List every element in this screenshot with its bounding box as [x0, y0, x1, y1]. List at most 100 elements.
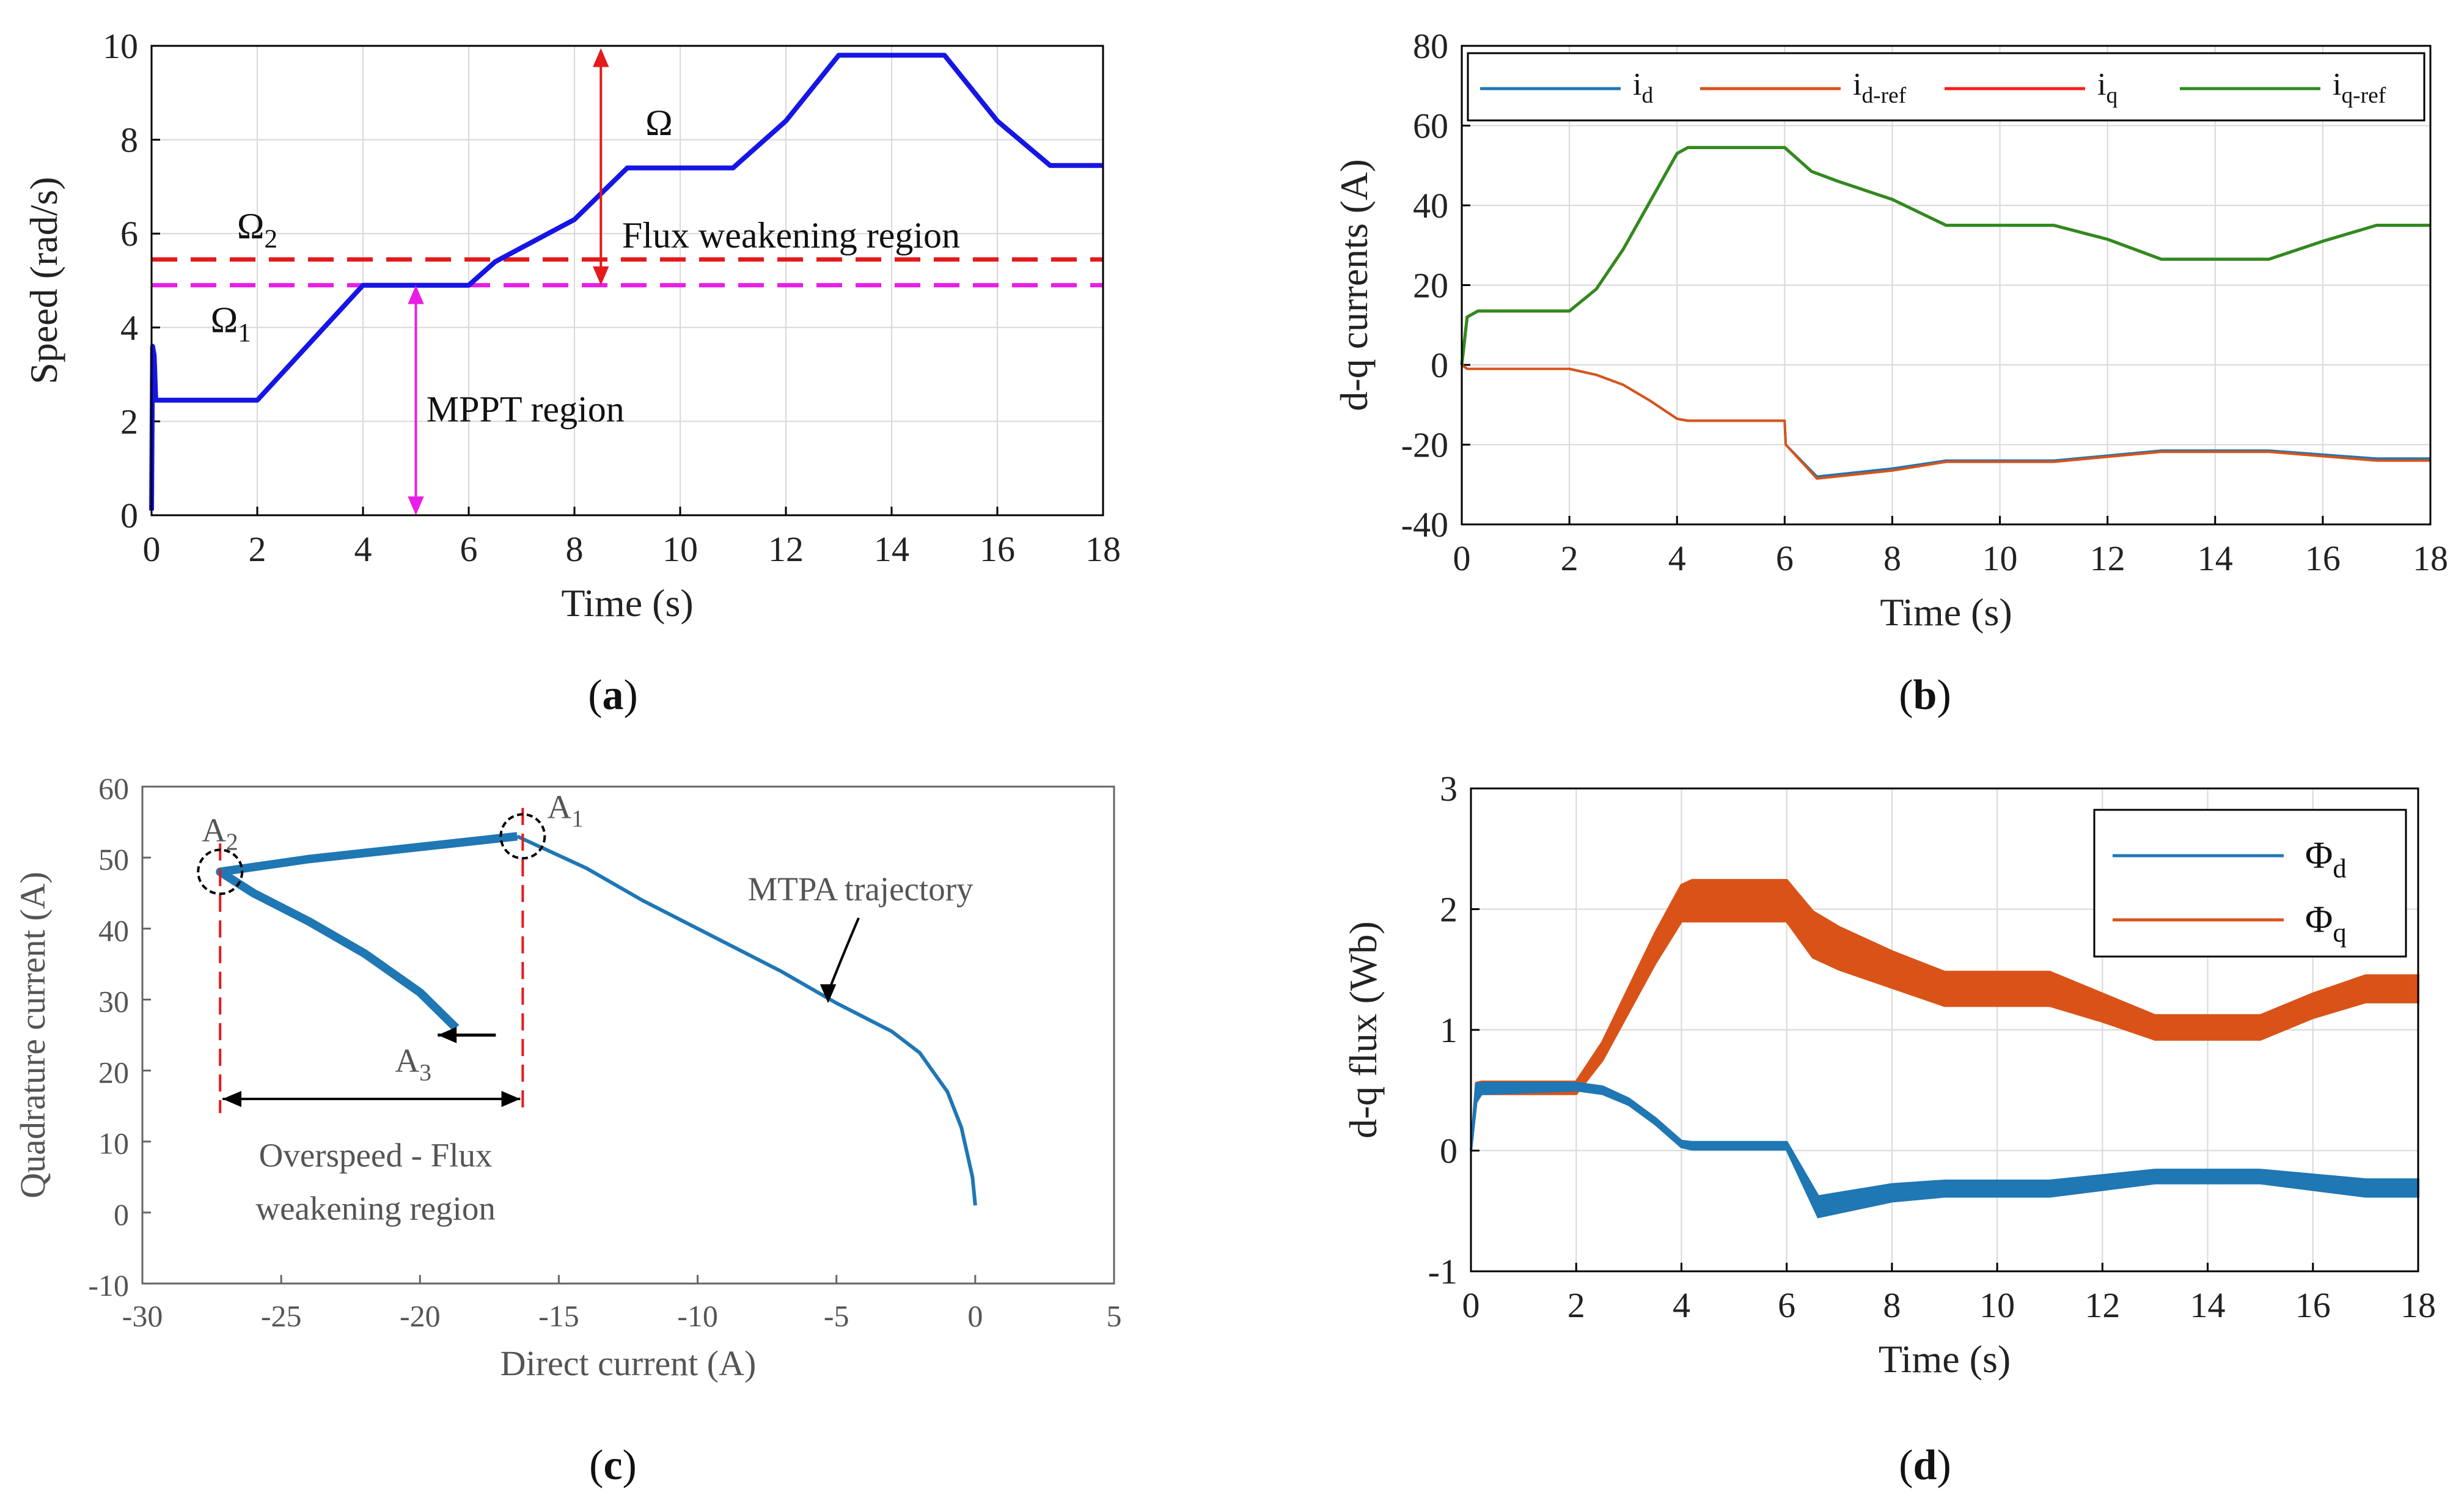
plot-frame: [141, 785, 1115, 1285]
x-tick-label: 14: [874, 529, 909, 569]
x-tick-label: 0: [1462, 1285, 1480, 1325]
x-tick-label: 8: [1883, 538, 1901, 578]
x-tick-label: 6: [460, 529, 478, 569]
x-tick-label: -25: [261, 1299, 302, 1333]
x-tick-label: 8: [566, 529, 584, 569]
caption-close: ): [1937, 1442, 1951, 1489]
y-tick-label: 0: [120, 496, 138, 535]
caption-letter: b: [1913, 672, 1937, 719]
legend-label: id-ref: [1853, 67, 1907, 108]
y-tick-label: 0: [1440, 1131, 1458, 1171]
caption-letter: c: [603, 1442, 622, 1489]
legend-box: [2093, 809, 2407, 958]
x-tick-label: 4: [354, 529, 372, 569]
x-tick-label: 0: [967, 1299, 983, 1333]
y-tick-label: 8: [120, 120, 138, 160]
y-tick-label: 2: [1440, 890, 1458, 930]
plot-c: -30 -25 -20 -15 -10 -5 0 5 -10 0 10 20 30 40 50 60 Direc…: [13, 771, 1122, 1489]
label-mtpa-trajectory: MTPA trajectory: [747, 870, 974, 908]
y-tick-label: -20: [1401, 425, 1448, 465]
y-tick-label: 40: [1413, 186, 1448, 226]
label-flux-weakening-region: Flux weakening region: [622, 215, 960, 255]
arrow-flux-head-up: [593, 48, 609, 67]
label-omega2: Ω2: [237, 206, 277, 254]
x-tick-label: 16: [980, 529, 1015, 569]
x-tick-label: -30: [122, 1299, 163, 1333]
legend: id id-ref iq iq-ref: [1467, 52, 2426, 122]
legend-label: iq: [2097, 67, 2118, 108]
y-tick-label: -40: [1401, 505, 1448, 545]
mtpa-pointer-head: [820, 984, 837, 1004]
x-tick-label: 2: [1561, 538, 1579, 578]
series-line-omega: [149, 53, 1103, 511]
x-tick-label: 16: [2295, 1285, 2331, 1325]
y-tick-label: 0: [114, 1197, 129, 1232]
y-tick-label: -1: [1428, 1252, 1458, 1291]
point-label-a2: A2: [202, 811, 238, 855]
y-tick-label: 10: [98, 1126, 129, 1161]
x-tick-label: 0: [1453, 538, 1471, 578]
region-arrow-head-right: [501, 1090, 521, 1107]
y-tick-label: 20: [98, 1056, 129, 1090]
x-tick-label: 6: [1778, 1285, 1795, 1325]
x-tick-label: 6: [1776, 538, 1794, 578]
caption-open: (: [1899, 1442, 1913, 1489]
y-tick-label: 50: [98, 842, 129, 876]
caption-open: (: [1899, 672, 1913, 719]
x-tick-label: 12: [2090, 538, 2125, 578]
point-label-a3: A3: [395, 1042, 431, 1086]
label-region-line1: Overspeed - Flux: [259, 1136, 493, 1174]
legend-label-sub: q: [2106, 83, 2118, 108]
series-line-overspeed: [216, 832, 518, 1031]
caption-open: (: [589, 1442, 603, 1489]
x-tick-label: 8: [1883, 1285, 1901, 1325]
x-axis-label: Direct current (A): [501, 1343, 757, 1383]
legend-label-base: i: [1633, 67, 1641, 102]
figure-caption: (c): [589, 1442, 637, 1489]
x-tick-label: -10: [677, 1299, 718, 1333]
arrow-mppt-head-up: [408, 285, 424, 304]
point-circle-2: [197, 848, 244, 895]
label-omega: Ω: [645, 103, 673, 143]
a3-marker-head: [438, 1027, 457, 1043]
legend-label-sub: q-ref: [2341, 83, 2386, 108]
point-circle-1: [499, 813, 546, 860]
legend-label: iq-ref: [2333, 67, 2386, 108]
point-label-a3-sub: 3: [419, 1059, 431, 1085]
legend-label-sub: d-ref: [1861, 83, 1906, 108]
y-axis-label: Speed (rad/s): [22, 177, 65, 384]
y-tick-label: 20: [1413, 266, 1448, 306]
legend-label: Φq: [2305, 899, 2347, 948]
figure-caption: (b): [1899, 672, 1951, 719]
x-axis-label: Time (s): [1879, 1337, 2011, 1381]
x-tick-label: 18: [2400, 1285, 2436, 1325]
x-tick-label: 10: [662, 529, 698, 569]
caption-open: (: [588, 672, 602, 719]
label-omega2-base: Ω: [237, 206, 265, 246]
y-tick-label: -10: [88, 1268, 129, 1302]
label-omega1-sub: 1: [238, 319, 251, 348]
x-tick-label: 2: [1568, 1285, 1585, 1325]
caption-letter: d: [1913, 1442, 1937, 1489]
legend-label-sub: d: [1641, 83, 1653, 108]
point-label-a1-base: A: [547, 788, 571, 825]
x-axis-label: Time (s): [1880, 590, 2012, 634]
legend-label-base: Φ: [2305, 835, 2333, 876]
y-axis-label: d-q currents (A): [1332, 159, 1376, 411]
x-tick-label: -20: [400, 1299, 441, 1333]
plot-area: [142, 787, 1114, 1284]
legend-box: [1467, 52, 2426, 122]
arrow-mppt-head-down: [408, 496, 424, 515]
y-tick-label: 0: [1431, 345, 1448, 385]
caption-close: ): [1937, 672, 1951, 719]
x-tick-label: 2: [249, 529, 266, 569]
label-omega2-sub: 2: [265, 225, 278, 254]
plot-frame: [1461, 45, 2432, 526]
x-tick-label: 18: [1085, 529, 1121, 569]
figure-caption: (d): [1899, 1442, 1951, 1489]
x-tick-label: 14: [2198, 538, 2233, 578]
label-omega1: Ω1: [211, 299, 251, 347]
y-tick-label: 60: [98, 771, 129, 806]
